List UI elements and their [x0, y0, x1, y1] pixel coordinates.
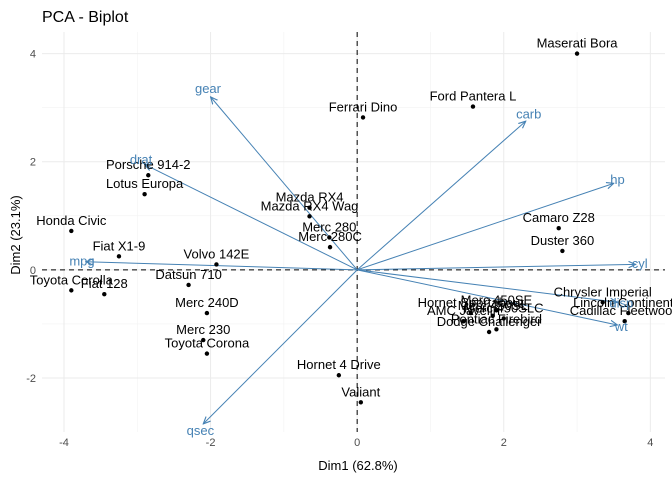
point-label: Lotus Europa [106, 176, 184, 191]
x-tick-label: 2 [501, 437, 507, 449]
plot-area: -4 -2 0 2 4 -2 0 2 4 Maserati Bora Ford Pantera L F… [26, 32, 672, 449]
point-label: Merc 280C [298, 229, 362, 244]
point-label: Merc 230 [176, 322, 230, 337]
data-point [468, 310, 473, 316]
point-label: Dodge Challenger [437, 314, 542, 329]
point-label: Ferrari Dino [329, 99, 398, 114]
point-label: Hornet 4 Drive [297, 357, 381, 372]
data-point [360, 115, 366, 120]
point-label: Ford Pantera L [430, 89, 517, 104]
data-point [214, 262, 219, 267]
data-point [600, 300, 605, 305]
point-label: Volvo 142E [184, 246, 250, 261]
data-point [116, 254, 122, 259]
arrow-label: hp [610, 172, 624, 187]
arrow-label: wt [614, 319, 628, 334]
arrow-label: drat [130, 152, 153, 167]
y-tick-label: -2 [26, 373, 36, 385]
point-label: Hornet Sportabout [418, 295, 525, 310]
data-point [556, 226, 561, 231]
x-tick-label: 4 [647, 437, 653, 449]
point-label: Fiat X1-9 [93, 238, 146, 253]
point-label: Merc 240D [175, 295, 239, 310]
point-label: Cadillac Fleetwood [570, 303, 672, 318]
data-point [470, 104, 476, 109]
data-point [501, 316, 506, 321]
plot-panel [42, 32, 665, 432]
variable-arrow-carb [356, 121, 526, 271]
arrow-label: qsec [187, 423, 215, 438]
point-label: Toyota Corona [165, 336, 250, 351]
data-point [461, 318, 466, 324]
data-point [494, 308, 499, 313]
variable-arrow-mpg [86, 262, 358, 271]
variable-arrow-gear [211, 97, 358, 271]
point-label: Merc 450SLC [464, 300, 543, 315]
arrow-label: cyl [632, 256, 648, 271]
data-point [327, 244, 333, 250]
data-point [490, 313, 495, 318]
arrow-label: gear [195, 81, 222, 96]
data-point [146, 173, 151, 178]
data-point [204, 310, 210, 316]
variable-arrow-wt [357, 269, 617, 325]
arrow-label: carb [516, 107, 541, 122]
data-point [626, 310, 631, 316]
data-point [486, 329, 492, 335]
x-tick-label: -4 [59, 437, 69, 449]
point-label: Porsche 914-2 [106, 157, 191, 172]
arrow-label: disp [609, 296, 633, 311]
point-label: Fiat 128 [81, 276, 128, 291]
x-tick-label: -2 [206, 437, 216, 449]
point-label: Mazda RX4 Wag [261, 198, 359, 213]
variable-arrow-cyl [357, 264, 636, 271]
variable-arrow-disp [357, 269, 617, 302]
point-label: AMC Javelin [427, 303, 500, 318]
data-point [358, 400, 364, 405]
data-point [307, 205, 312, 210]
point-label: Maserati Bora [537, 36, 619, 51]
data-point [560, 248, 565, 254]
data-point [307, 214, 312, 219]
point-label: Honda Civic [36, 213, 107, 228]
data-point [69, 228, 74, 234]
arrow-label: mpg [69, 253, 94, 268]
point-label: Merc 450SL [458, 298, 528, 313]
x-tick-label: 0 [354, 437, 360, 449]
chart-title: PCA - Biplot [42, 9, 129, 26]
point-label: Datsun 710 [155, 267, 222, 282]
point-label: Toyota Corolla [30, 272, 114, 287]
point-label: Duster 360 [531, 233, 595, 248]
point-label: Chrysler Imperial [554, 284, 652, 299]
point-label: Merc 280 [302, 219, 356, 234]
y-tick-label: 4 [30, 49, 36, 61]
point-label: Mazda RX4 [276, 190, 344, 205]
data-point [102, 291, 107, 297]
data-point [574, 51, 580, 56]
variable-arrow-qsec [203, 269, 358, 424]
data-point [622, 318, 627, 324]
data-point [186, 282, 191, 288]
point-label: Lincoln Continental [573, 295, 672, 310]
x-axis-label: Dim1 (62.8%) [318, 458, 397, 473]
data-point [142, 191, 147, 197]
data-point [336, 373, 342, 378]
point-label: Camaro Z28 [523, 210, 595, 225]
data-point [327, 235, 332, 240]
variable-arrow-hp [357, 183, 614, 271]
point-label: Valiant [341, 384, 380, 399]
data-point [494, 327, 499, 332]
data-point [201, 337, 206, 343]
y-tick-label: 0 [30, 265, 36, 277]
data-point [204, 351, 210, 356]
y-axis-label: Dim2 (23.1%) [8, 195, 23, 274]
variable-arrow-drat [145, 164, 358, 271]
data-point [69, 288, 74, 293]
y-tick-label: 2 [30, 157, 36, 169]
point-label: Pontiac Firebird [451, 311, 542, 326]
point-label: Merc 450SE [461, 292, 533, 307]
